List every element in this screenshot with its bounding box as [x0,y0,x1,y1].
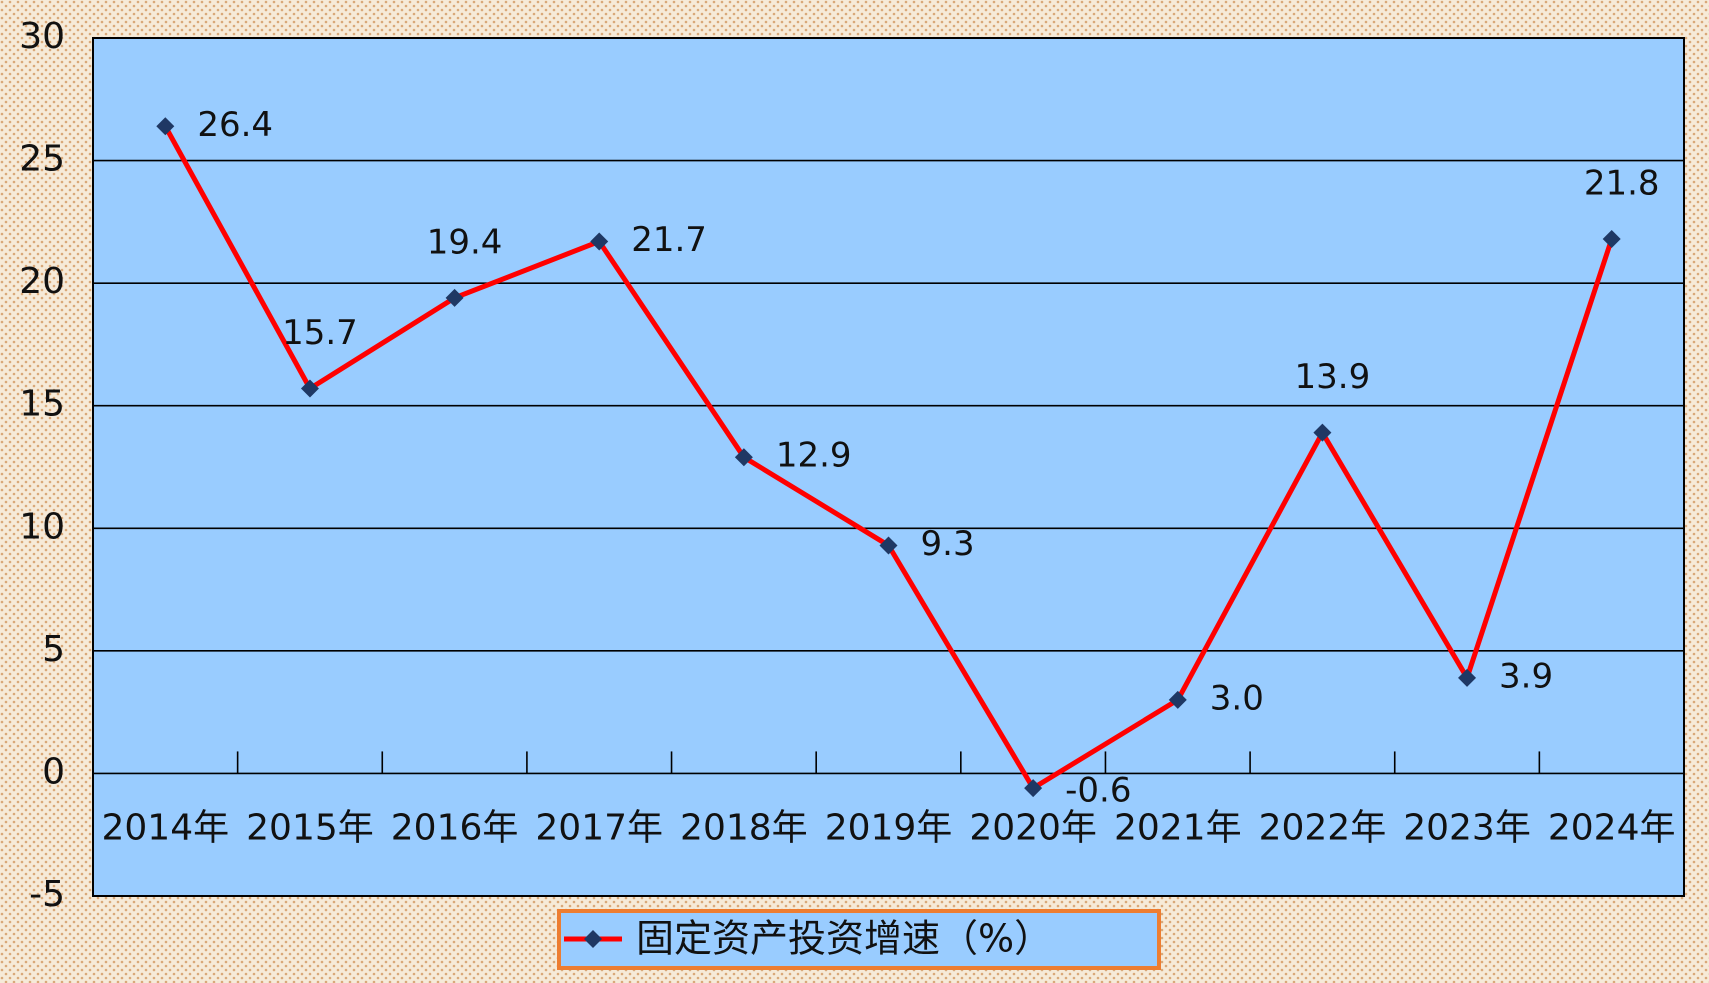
x-tick-label: 2016年 [391,807,519,848]
x-tick-label: 2017年 [535,807,663,848]
data-label: -0.6 [1065,771,1131,811]
marker [1024,779,1043,798]
data-label: 9.3 [921,524,975,564]
marker [1168,690,1187,709]
data-label: 21.7 [631,220,707,260]
y-tick-label: 15 [19,384,65,425]
data-label: 15.7 [282,313,358,353]
x-tick-label: 2019年 [825,807,953,848]
data-label: 19.4 [427,222,503,262]
x-tick-label: 2024年 [1548,807,1676,848]
marker [879,536,898,555]
marker [1313,423,1332,442]
data-label: 3.9 [1499,656,1553,696]
legend-marker [584,930,602,948]
legend-label: 固定资产投资增速（%） [636,917,1052,961]
x-tick-label: 2014年 [102,807,230,848]
marker [734,448,753,467]
y-tick-label: 30 [19,16,65,57]
data-label: 26.4 [197,105,273,145]
y-tick-label: 5 [42,629,65,670]
data-label: 3.0 [1210,678,1264,718]
data-label: 21.8 [1584,164,1660,204]
x-tick-label: 2022年 [1259,807,1387,848]
data-label: 13.9 [1295,357,1371,397]
legend-box [557,909,1161,970]
plot-area [92,37,1685,897]
y-tick-label: 10 [19,506,65,547]
data-label: 12.9 [776,436,852,476]
marker [445,288,464,307]
x-tick-label: 2018年 [680,807,808,848]
y-tick-label: 20 [19,261,65,302]
y-tick-label: -5 [29,874,65,915]
x-tick-label: 2023年 [1403,807,1531,848]
marker [156,117,175,136]
x-tick-label: 2020年 [969,807,1097,848]
legend: 固定资产投资增速（%） [557,909,1161,970]
y-tick-label: 25 [19,139,65,180]
marker [590,232,609,251]
x-tick-label: 2021年 [1114,807,1242,848]
y-tick-label: 0 [42,751,65,792]
marker [1458,668,1477,687]
marker [1602,230,1621,249]
marker [300,379,319,398]
x-tick-label: 2015年 [246,807,374,848]
